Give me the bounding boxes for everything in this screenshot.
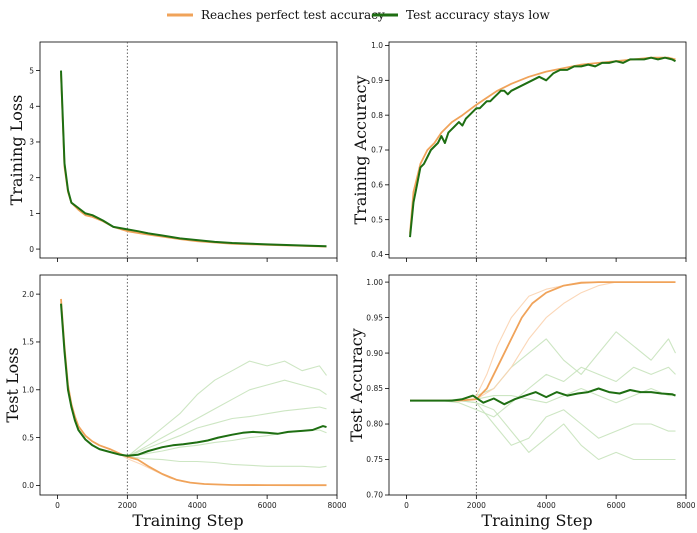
series-line-perfect-accuracy — [409, 56, 676, 234]
faint-run-line-green — [441, 400, 676, 461]
y-axis-label: Test Loss — [3, 347, 22, 422]
faint-run-line-green — [127, 456, 327, 468]
y-tick-label: 1.0 — [371, 41, 383, 50]
legend-label-orange: Reaches perfect test accuracy — [201, 8, 385, 22]
y-tick-label: 0.80 — [366, 420, 383, 429]
y-axis-label: Test Accuracy — [347, 328, 366, 442]
y-tick-label: 0.9 — [371, 76, 383, 85]
x-tick-label: 0 — [55, 501, 60, 510]
y-tick-label: 0.90 — [366, 349, 383, 358]
y-tick-label: 1.00 — [366, 278, 383, 287]
test-accuracy-panel: Test Accuracy Training Step 0 2000 4000 600… — [347, 274, 696, 530]
series-line-stays-low — [60, 303, 327, 457]
y-tick-label: 0.85 — [366, 384, 383, 393]
series-line-perfect-accuracy — [60, 298, 327, 487]
x-tick-label: 2000 — [467, 501, 486, 510]
y-tick-label: 0.5 — [371, 215, 383, 224]
y-tick-label: 5 — [29, 66, 34, 75]
x-tick-label: 0 — [404, 501, 409, 510]
y-tick-label: 0.0 — [22, 481, 34, 490]
series-line-perfect-accuracy — [60, 74, 327, 248]
test-loss-panel: Test Loss Training Step 0 2000 4000 6000 800… — [3, 274, 347, 530]
y-axis-label: Training Loss — [7, 95, 26, 206]
faint-run-line-green — [441, 387, 676, 404]
y-tick-label: 0.4 — [371, 250, 383, 259]
plot-frame — [39, 41, 338, 259]
plot-frame — [39, 274, 338, 496]
faint-run-line-green — [441, 366, 676, 418]
series-line-stays-low — [410, 387, 676, 406]
x-tick-label: 2000 — [118, 501, 137, 510]
x-tick-label: 4000 — [188, 501, 207, 510]
x-axis-label: Training Step — [132, 511, 243, 530]
y-tick-label: 0.95 — [366, 313, 383, 322]
legend-label-green: Test accuracy stays low — [406, 8, 550, 22]
training-loss-panel: Training Loss 0 1 2 3 4 5 — [7, 41, 338, 262]
faint-run-line-green — [127, 360, 327, 458]
series-line-stays-low — [60, 70, 327, 248]
y-tick-label: 0 — [29, 245, 34, 254]
series-group — [409, 56, 676, 238]
series-group — [410, 281, 676, 461]
y-tick-label: 2.0 — [22, 290, 34, 299]
y-tick-label: 0.6 — [371, 181, 383, 190]
y-tick-label: 1.0 — [22, 385, 34, 394]
faint-run-line-green — [127, 379, 327, 458]
y-axis-label: Training Accuracy — [351, 76, 370, 225]
plot-frame — [388, 274, 687, 496]
x-tick-label: 6000 — [607, 501, 626, 510]
y-tick-label: 3 — [29, 138, 34, 147]
x-axis-label: Training Step — [481, 511, 592, 530]
series-group — [60, 70, 327, 248]
training-accuracy-panel: Training Accuracy 0.4 0.5 0.6 0.7 0.8 0.9 1.0 — [351, 41, 687, 262]
y-tick-label: 0.7 — [371, 146, 383, 155]
x-tick-label: 4000 — [537, 501, 556, 510]
legend: Reaches perfect test accuracy Test accur… — [167, 8, 550, 22]
series-group — [60, 298, 327, 487]
faint-run-line-green — [127, 406, 327, 458]
x-tick-label: 8000 — [676, 501, 695, 510]
y-tick-label: 2 — [29, 173, 34, 182]
series-line-stays-low — [409, 56, 676, 238]
x-tick-label: 6000 — [258, 501, 277, 510]
faint-run-line-green — [441, 400, 676, 446]
x-tick-label: 8000 — [327, 501, 346, 510]
y-tick-label: 1 — [29, 209, 34, 218]
y-tick-label: 0.8 — [371, 111, 383, 120]
y-tick-label: 0.70 — [366, 491, 383, 500]
y-tick-label: 4 — [29, 102, 34, 111]
y-tick-label: 0.75 — [366, 455, 383, 464]
y-tick-label: 0.5 — [22, 433, 34, 442]
faint-run-line-green — [127, 429, 327, 458]
y-tick-label: 1.5 — [22, 338, 34, 347]
